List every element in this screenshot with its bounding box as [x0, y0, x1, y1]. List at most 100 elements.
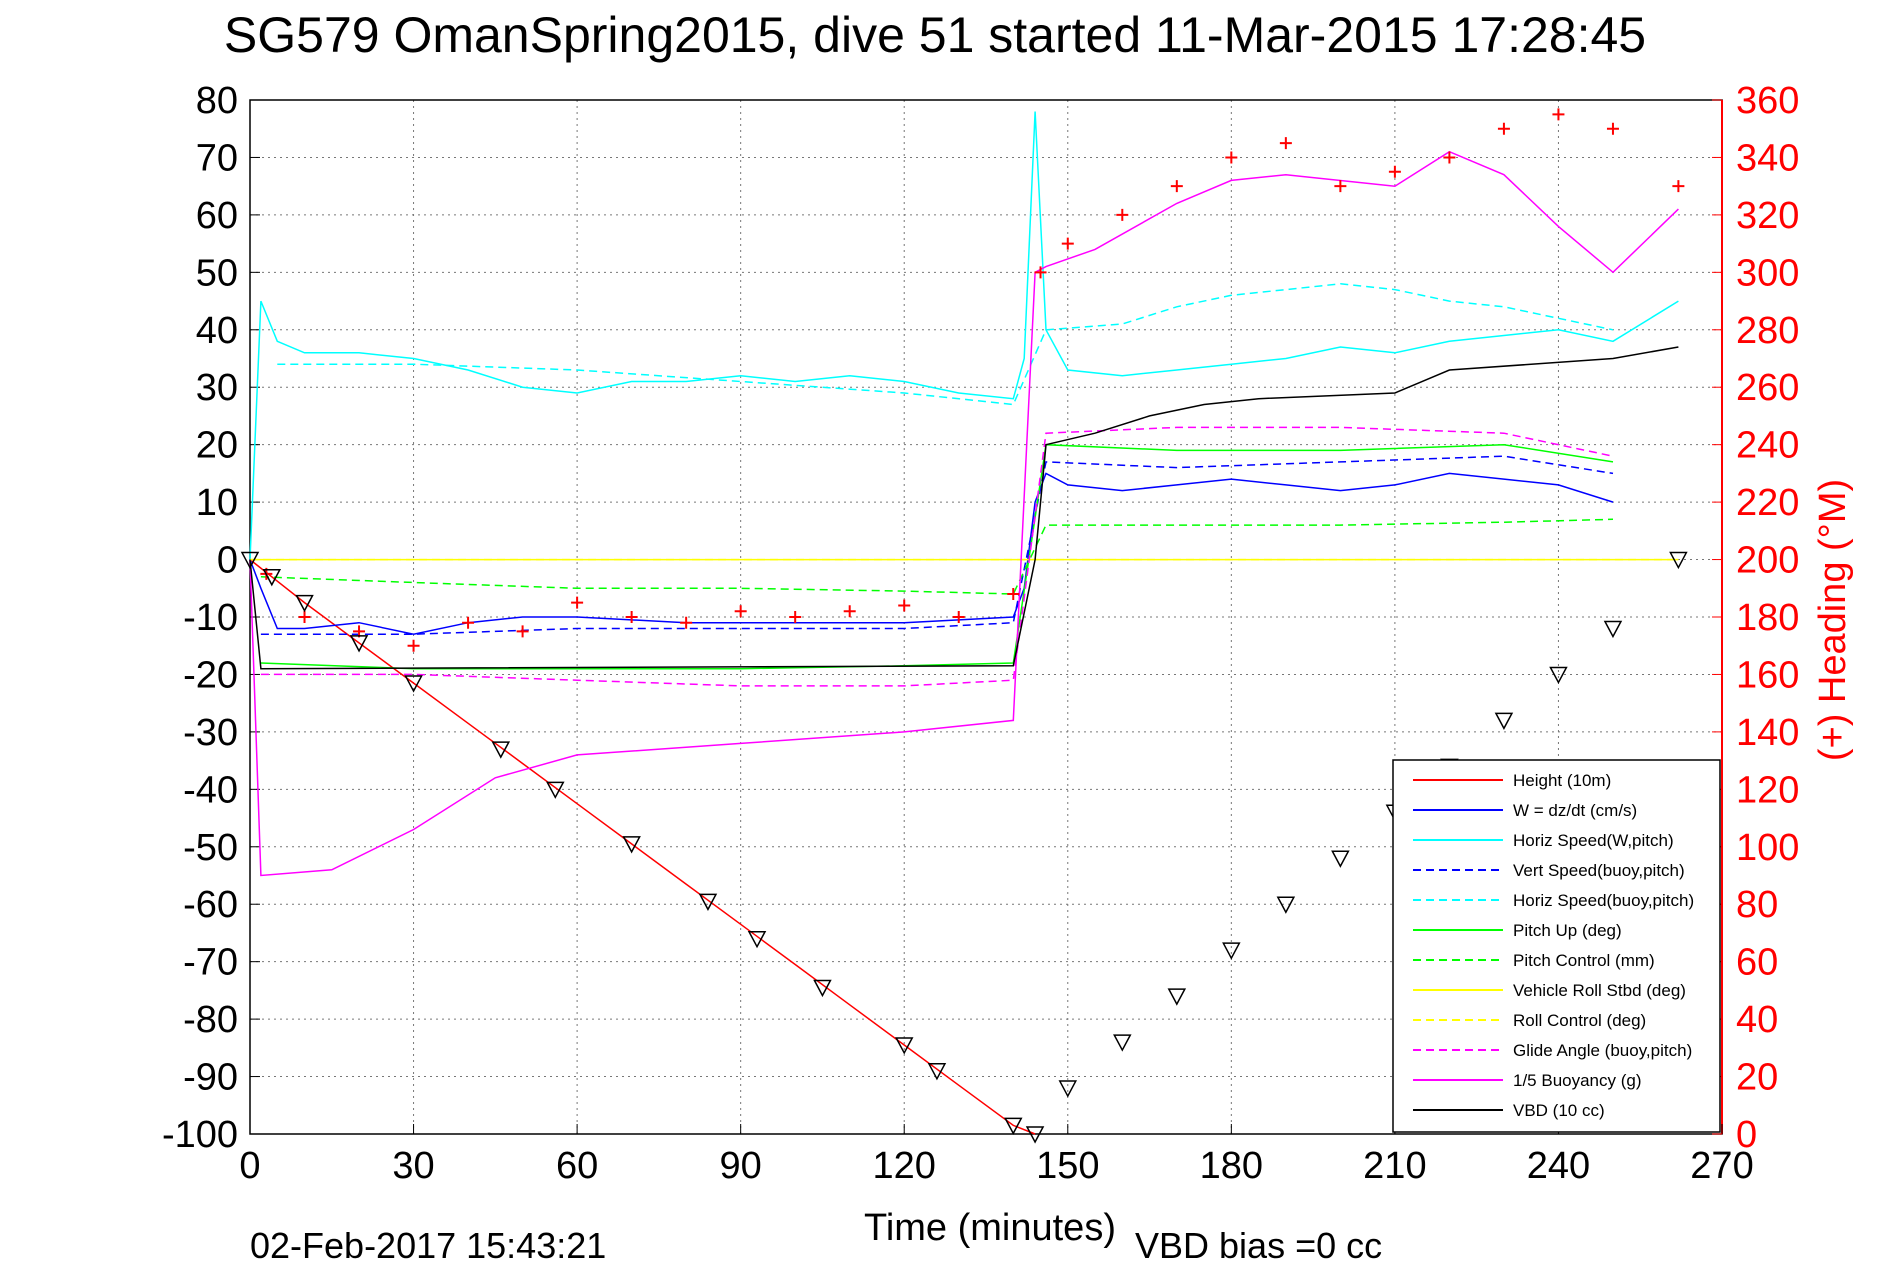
- y2-tick-label: 280: [1736, 310, 1799, 352]
- series-heading-m-point: [1606, 122, 1619, 135]
- series-heading-m-point: [843, 605, 856, 618]
- x-tick-label: 210: [1363, 1145, 1426, 1187]
- x-tick-label: 240: [1527, 1145, 1590, 1187]
- timestamp-label: 02-Feb-2017 15:43:21: [250, 1225, 606, 1262]
- series-heading-m-point: [1007, 588, 1020, 601]
- series-depth-markers-point: [1113, 1034, 1132, 1052]
- series-depth-markers-point: [404, 675, 423, 693]
- series-heading-m-point: [1116, 208, 1129, 221]
- legend-entry: Roll Control (deg): [1513, 1011, 1646, 1030]
- series-horiz-speed-buoy-pitch-line: [277, 283, 1614, 406]
- y2-tick-label: 100: [1736, 827, 1799, 869]
- series-heading-m-point: [1170, 180, 1183, 193]
- legend-entry: Pitch Up (deg): [1513, 921, 1622, 940]
- legend-entry: Glide Angle (buoy,pitch): [1513, 1041, 1692, 1060]
- plot-area: 0 30 60 90 120 150 180 210 240 270 80 70 60 50 40 30 20 1…: [162, 80, 1799, 1187]
- x-tick-label: 120: [873, 1145, 936, 1187]
- legend-entry: Vehicle Roll Stbd (deg): [1513, 981, 1686, 1000]
- series-heading-m-point: [1334, 180, 1347, 193]
- series-heading-m-point: [625, 611, 638, 623]
- series-1-5-buoyancy-g-line: [249, 150, 1679, 877]
- y2-tick-label: 40: [1736, 999, 1778, 1041]
- series-depth-markers-point: [491, 741, 511, 759]
- series-heading-m-point: [1672, 180, 1685, 193]
- series-heading-m-point: [462, 616, 475, 629]
- series-depth-markers-point: [546, 781, 565, 799]
- series-heading-m-point: [1552, 108, 1565, 121]
- series-depth-markers-point: [1004, 1117, 1023, 1135]
- y2-tick-label: 20: [1736, 1057, 1778, 1099]
- series-pitch-control-mm-line: [260, 518, 1614, 595]
- legend-entry: VBD (10 cc): [1513, 1101, 1605, 1120]
- y2-axis-label: (+) Heading (°M): [1812, 479, 1854, 761]
- vbd-bias-label: VBD bias =0 cc: [1135, 1225, 1382, 1262]
- y-tick-label: -90: [183, 1057, 238, 1099]
- y2-tick-label: 360: [1736, 80, 1799, 122]
- series-depth-markers-point: [1167, 988, 1187, 1006]
- y-tick-label: 10: [196, 482, 238, 524]
- series-depth-markers-point: [698, 893, 718, 911]
- series-heading-m-point: [1061, 237, 1074, 250]
- legend-box: [1392, 759, 1721, 1133]
- series-heading-m-point: [1279, 137, 1292, 150]
- x-tick-label: 270: [1690, 1145, 1753, 1187]
- y2-tick-label: 300: [1736, 252, 1799, 294]
- series-vbd-10-cc-line: [249, 346, 1679, 670]
- y-tick-label: -30: [183, 712, 238, 754]
- legend-entry: Height (10m): [1513, 771, 1611, 790]
- series-depth-markers-point: [747, 930, 767, 949]
- series-depth-markers-point: [240, 551, 260, 570]
- series-depth-markers-point: [813, 979, 832, 998]
- y2-tick-label: 340: [1736, 137, 1799, 179]
- y-tick-label: 60: [196, 195, 238, 237]
- legend-entry: Horiz Speed(W,pitch): [1513, 831, 1674, 850]
- y2-tick-label: 80: [1736, 884, 1778, 926]
- series-depth-markers-point: [262, 569, 282, 587]
- y-tick-label: 30: [196, 367, 238, 409]
- legend-entry: Pitch Control (mm): [1513, 951, 1655, 970]
- series-heading-m-point: [952, 611, 965, 623]
- y2-tick-label: 120: [1736, 769, 1799, 811]
- y2-tick-label: 260: [1736, 367, 1799, 409]
- series-depth-markers-point: [1669, 551, 1688, 570]
- series-depth-markers-point: [1603, 620, 1623, 639]
- y2-tick-label: 60: [1736, 942, 1778, 984]
- y2-tick-label: 200: [1736, 540, 1799, 582]
- series-depth-markers-point: [1276, 896, 1296, 914]
- x-tick-label: 60: [556, 1145, 598, 1187]
- series-heading-m-point: [1497, 122, 1510, 135]
- series-heading-m-point: [1388, 165, 1401, 178]
- series-horiz-speed-w-pitch-line: [249, 111, 1679, 560]
- y-tick-label: 80: [196, 80, 238, 122]
- y2-tick-label: 180: [1736, 597, 1799, 639]
- legend-entry: W = dz/dt (cm/s): [1513, 801, 1637, 820]
- series-heading-m-point: [734, 605, 747, 618]
- series-heading-m-point: [516, 625, 529, 638]
- y2-tick-label: 0: [1736, 1114, 1757, 1156]
- series-depth-markers-point: [894, 1037, 914, 1055]
- y-tick-label: 40: [196, 310, 238, 352]
- chart-title: SG579 OmanSpring2015, dive 51 started 11…: [224, 7, 1646, 63]
- series-heading-m-point: [407, 639, 420, 652]
- series-heading-m-point: [898, 599, 911, 612]
- y2-tick-label: 320: [1736, 195, 1799, 237]
- y-tick-label: -70: [183, 942, 238, 984]
- series-depth-markers-point: [1494, 712, 1514, 730]
- series-depth-markers-point: [1058, 1080, 1078, 1098]
- series-depth-markers-point: [1222, 942, 1241, 960]
- legend-entry: 1/5 Buoyancy (g): [1513, 1071, 1642, 1090]
- series-heading-m-point: [298, 611, 311, 623]
- y-tick-label: -20: [183, 654, 238, 696]
- y-tick-label: -50: [183, 827, 238, 869]
- series-heading-m-point: [680, 616, 693, 629]
- series-heading-m-point: [571, 596, 584, 609]
- legend-entry: Horiz Speed(buoy,pitch): [1513, 891, 1694, 910]
- series-glide-angle-buoy-pitch-line: [260, 426, 1614, 687]
- series-heading-m-point: [1034, 266, 1047, 279]
- y-tick-label: -80: [183, 999, 238, 1041]
- series-heading-m-point: [1443, 151, 1456, 164]
- x-tick-label: 180: [1200, 1145, 1263, 1187]
- series-depth-markers-point: [349, 635, 369, 653]
- series-depth-markers-point: [622, 836, 641, 854]
- y-tick-label: -10: [183, 597, 238, 639]
